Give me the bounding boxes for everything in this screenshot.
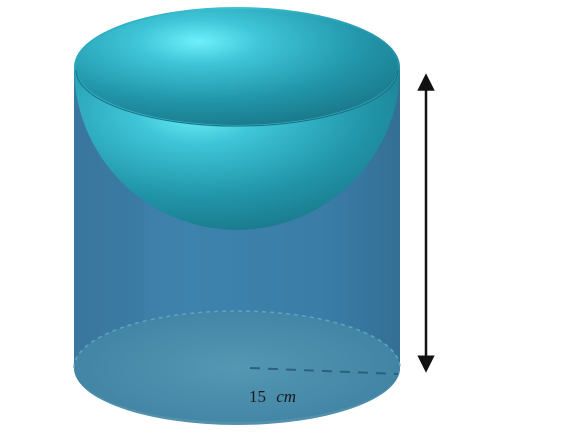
bowl-front-edge (75, 69, 399, 127)
bowl-opening (76, 9, 398, 125)
radius-dashed-line (249, 367, 399, 375)
radius-unit: cm (276, 387, 296, 406)
radius-label: 15 cm (249, 387, 296, 406)
cylinder-base (74, 311, 400, 425)
radius-value: 15 (249, 387, 266, 406)
cylinder-base-hidden-edge (73, 310, 401, 369)
